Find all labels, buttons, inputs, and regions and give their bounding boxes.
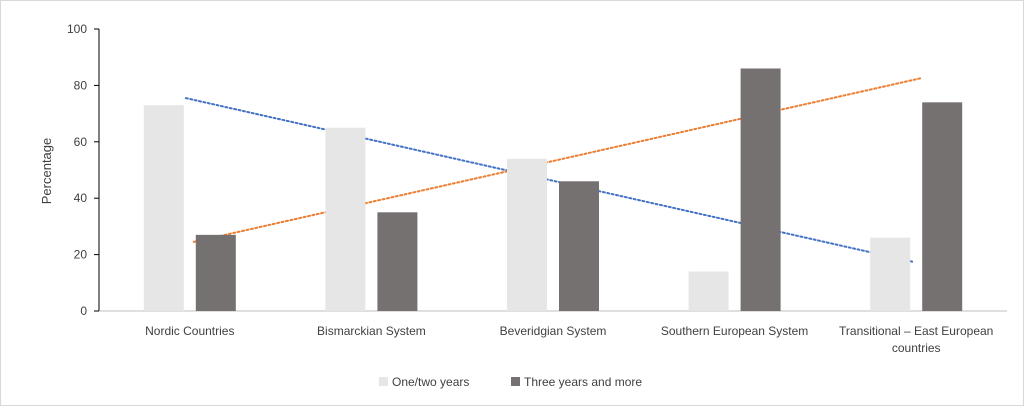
bar-three-years-more [740,68,781,311]
y-tick-label: 100 [67,22,87,36]
trendline-one-two-years [184,97,914,263]
trendline-three-years-more [192,77,922,243]
bar-one-two-years [688,271,729,311]
y-tick-label: 20 [74,248,88,262]
bar-three-years-more [377,212,418,311]
y-axis-title: Percentage [39,138,54,205]
x-tick-label: Beveridgian System [500,324,607,338]
bar-one-two-years [325,127,366,311]
bar-three-years-more [195,234,236,311]
y-tick-label: 40 [74,191,88,205]
x-tick-label: countries [892,341,941,355]
trendlines [184,77,922,263]
bar-one-two-years [870,237,911,311]
x-tick-label: Transitional – East European [839,324,993,338]
bars [143,68,963,311]
axes [94,28,1007,312]
legend-label: Three years and more [524,375,642,389]
y-tick-label: 0 [80,304,87,318]
x-tick-labels: Nordic Countries Bismarckian System Beveri… [145,324,993,355]
y-tick-labels: 0 20 40 60 80 100 [67,22,87,318]
x-tick-label: Bismarckian System [317,324,426,338]
bar-three-years-more [559,181,599,311]
legend-swatch-three-years-more [511,377,520,386]
x-tick-label: Southern European System [661,324,808,338]
bar-one-two-years [507,158,547,311]
bar-three-years-more [922,102,963,311]
bar-one-two-years [143,105,184,311]
legend-swatch-one-two-years [379,377,388,386]
y-tick-label: 80 [74,78,88,92]
legend: One/two years Three years and more [379,375,642,389]
x-tick-label: Nordic Countries [145,324,234,338]
legend-label: One/two years [392,375,469,389]
y-tick-label: 60 [74,135,88,149]
